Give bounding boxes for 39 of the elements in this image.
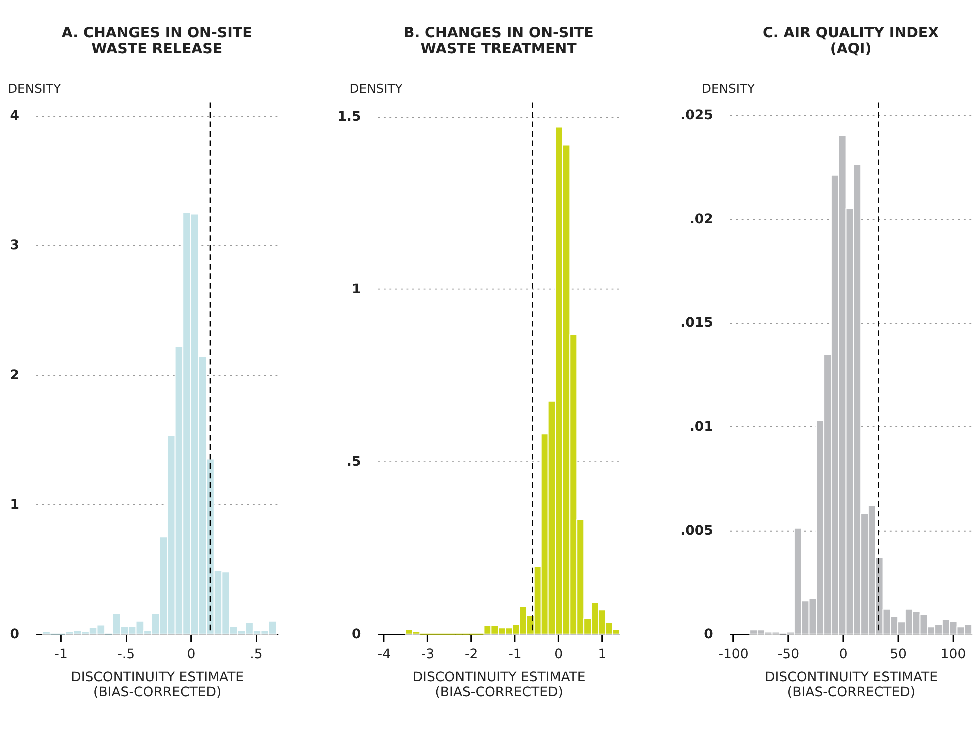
y-tick-label: 0 (10, 628, 20, 643)
x-tick-label: 50 (890, 648, 907, 663)
x-tick-label: -4 (378, 648, 392, 663)
y-tick-label: .5 (346, 455, 362, 470)
y-axis-title: DENSITY (702, 82, 756, 96)
y-axis-title: DENSITY (350, 82, 404, 96)
y-tick-label: .025 (680, 108, 714, 124)
x-tick-label: 1 (598, 648, 607, 663)
y-tick-label: 1.5 (338, 110, 362, 125)
x-tick-label: .5 (250, 648, 263, 663)
x-tick-label: -2 (465, 648, 478, 663)
x-tick-label: -50 (778, 648, 800, 663)
y-tick-label: 0 (352, 628, 362, 643)
x-axis-title: DISCONTINUITY ESTIMATE (BIAS-CORRECTED) (412, 670, 586, 701)
y-tick-label: 1 (10, 498, 20, 513)
x-tick-label: -3 (421, 648, 435, 663)
x-axis-title: DISCONTINUITY ESTIMATE (BIAS-CORRECTED) (71, 670, 244, 701)
x-tick-label: -100 (718, 648, 749, 663)
x-tick-label: -1 (54, 648, 68, 663)
x-tick-label: 0 (554, 648, 564, 663)
y-tick-label: .02 (690, 212, 714, 228)
y-tick-label: .015 (680, 316, 714, 332)
x-tick-label: -.5 (118, 648, 136, 663)
x-tick-label: 0 (839, 648, 848, 663)
x-tick-label: -1 (508, 648, 522, 663)
x-axis-title: DISCONTINUITY ESTIMATE (BIAS-CORRECTED) (765, 670, 938, 701)
y-tick-label: 4 (10, 109, 20, 124)
y-tick-label: 3 (10, 238, 20, 254)
y-tick-label: .005 (680, 524, 714, 539)
x-tick-label: 0 (187, 648, 196, 663)
x-tick-label: 100 (940, 648, 966, 663)
y-axis-title: DENSITY (8, 82, 62, 96)
y-tick-label: 0 (704, 628, 714, 643)
y-tick-label: .01 (690, 420, 714, 435)
y-tick-label: 2 (10, 368, 20, 384)
chart-title: B. CHANGES IN ON-SITE WASTE TREATMENT (404, 25, 594, 58)
chart-title: A. CHANGES IN ON-SITE WASTE RELEASE (62, 25, 252, 58)
y-tick-label: 1 (352, 282, 362, 298)
chart-title: C. AIR QUALITY INDEX (AQI) (762, 25, 940, 58)
